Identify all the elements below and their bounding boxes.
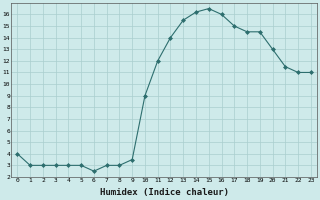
X-axis label: Humidex (Indice chaleur): Humidex (Indice chaleur) [100, 188, 228, 197]
